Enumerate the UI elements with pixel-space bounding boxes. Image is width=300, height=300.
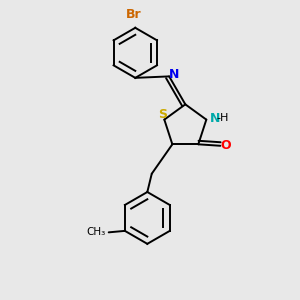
Text: -H: -H <box>216 113 229 123</box>
Text: O: O <box>220 139 231 152</box>
Text: Br: Br <box>126 8 142 21</box>
Text: CH₃: CH₃ <box>86 227 105 237</box>
Text: N: N <box>169 68 180 81</box>
Text: S: S <box>158 108 167 121</box>
Text: N: N <box>209 112 220 124</box>
